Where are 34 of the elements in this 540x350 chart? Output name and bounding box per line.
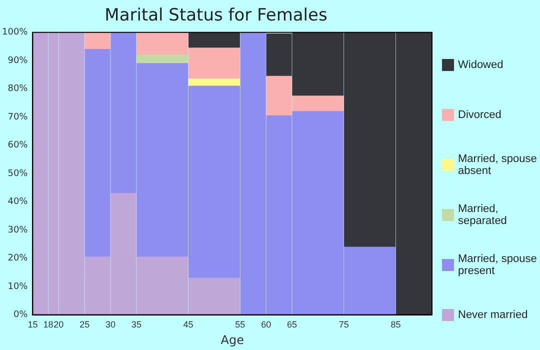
- x-tick-label: 60: [261, 320, 272, 330]
- y-tick-label: 20%: [8, 254, 28, 264]
- legend-label: Divorced: [458, 109, 502, 121]
- y-tick-label: 80%: [8, 84, 28, 94]
- y-tick-label: 30%: [8, 225, 28, 236]
- y-tick-label: 90%: [8, 56, 28, 66]
- x-tick-label: 45: [183, 320, 194, 330]
- x-tick-label: 65: [286, 320, 298, 330]
- legend-label: Never married: [458, 309, 528, 321]
- y-tick-label: 10%: [8, 282, 28, 292]
- legend-label: Married, spouse absent: [458, 153, 538, 177]
- chart-title: Marital Status for Females: [104, 6, 328, 26]
- y-tick-label: 100%: [2, 28, 28, 38]
- bar: [136, 54, 188, 64]
- y-tick-label: 50%: [8, 168, 28, 179]
- legend-label: Widowed: [458, 59, 504, 71]
- x-tick-label: 18: [43, 320, 54, 330]
- x-tick-label: 85: [390, 320, 401, 330]
- legend-label: Married, spouse present: [458, 253, 538, 277]
- x-tick-label: 25: [80, 320, 90, 330]
- x-tick-label: 35: [131, 320, 142, 330]
- legend-label: Married, separated: [458, 203, 508, 227]
- y-tick-label: 60%: [8, 140, 28, 151]
- bar: [188, 78, 240, 86]
- x-axis-title: Age: [220, 332, 244, 347]
- x-tick-label: 20: [54, 320, 64, 330]
- x-tick-label: 55: [235, 320, 246, 330]
- x-tick-label: 75: [338, 320, 349, 330]
- bar: [188, 32, 240, 48]
- y-tick-label: 70%: [8, 112, 28, 122]
- y-tick-label: 40%: [8, 197, 28, 208]
- x-tick-label: 30: [106, 320, 116, 330]
- y-tick-label: 0%: [13, 310, 28, 320]
- x-tick-label: 15: [28, 320, 38, 330]
